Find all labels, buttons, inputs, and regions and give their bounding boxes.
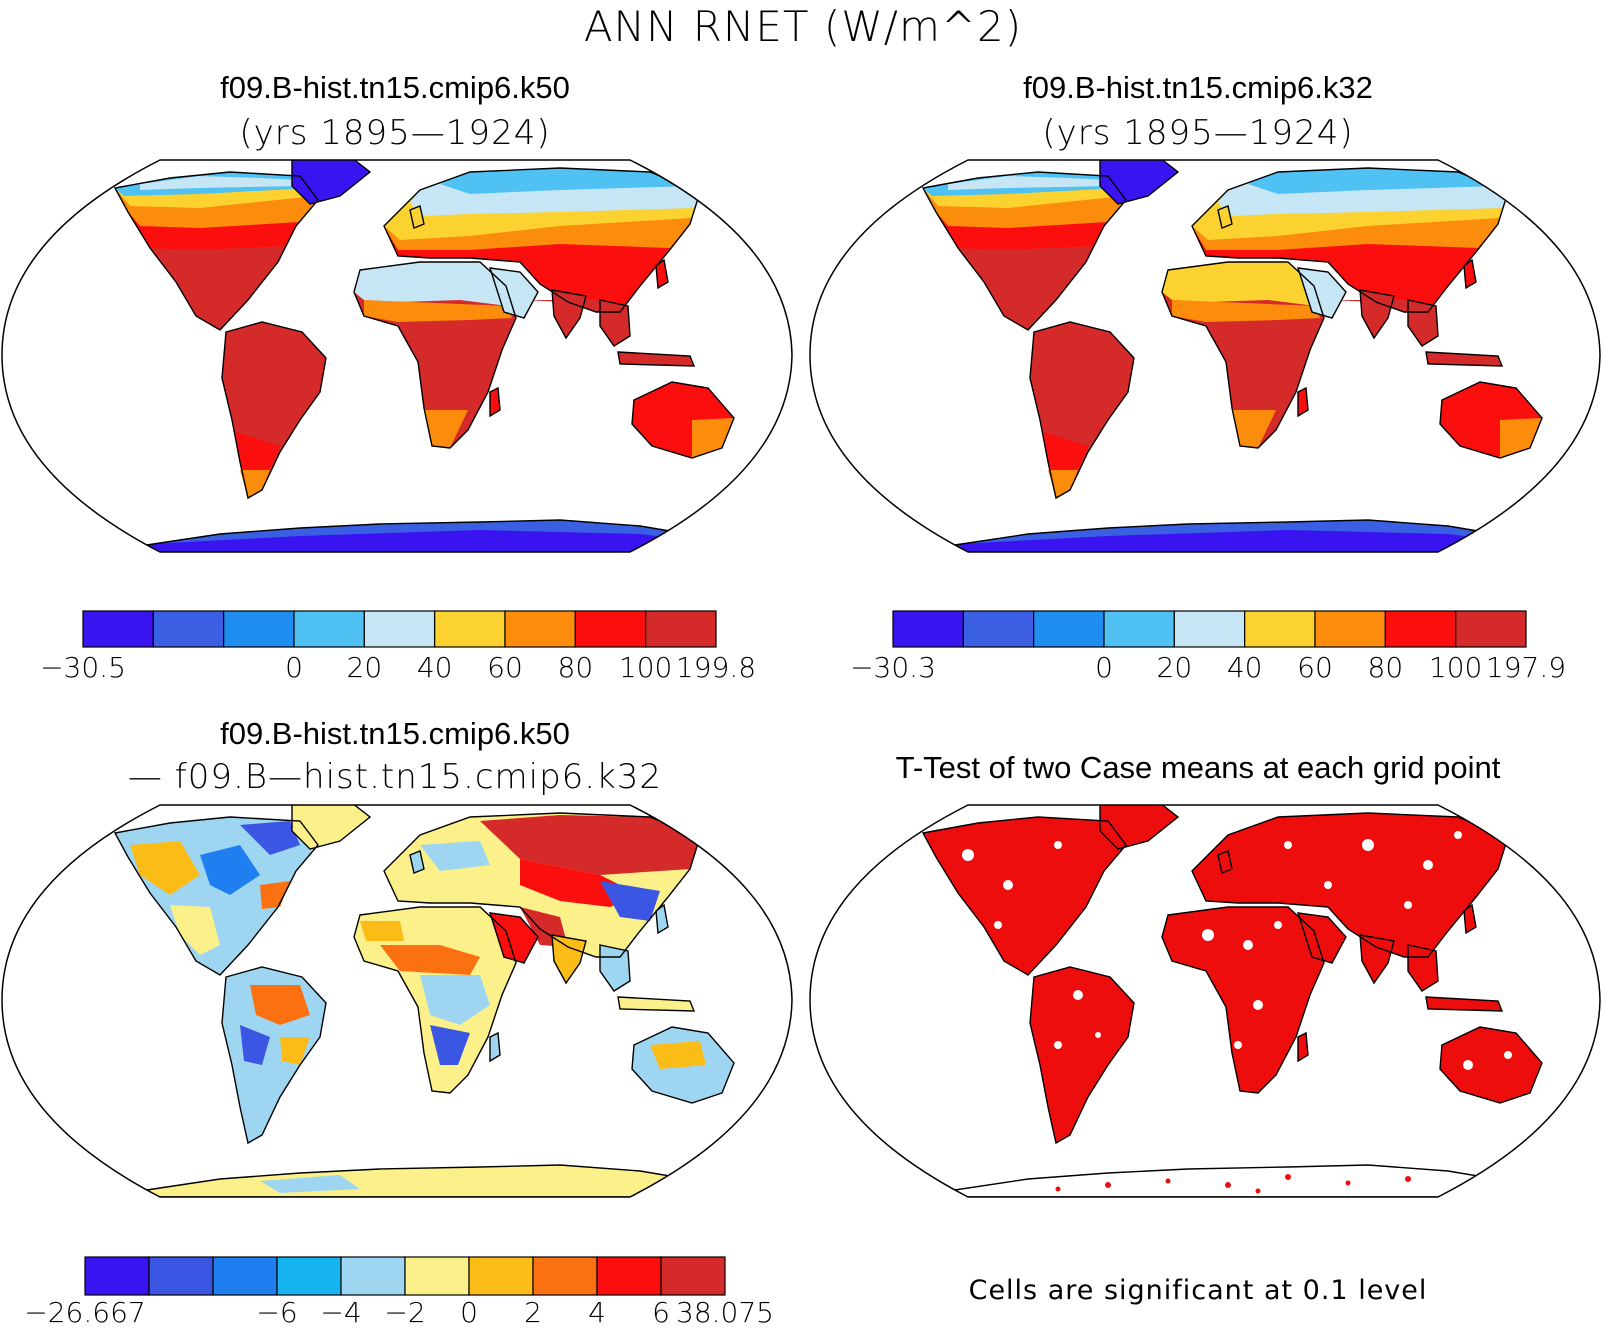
case1-map-frame [1,159,793,553]
case1-land [115,160,770,552]
colorbar-swatch [1033,610,1105,648]
colorbar-tick-label: −30.5 [40,651,126,684]
colorbar-swatch [596,1256,662,1296]
colorbar-swatch [340,1256,406,1296]
colorbar-tick-label: 80 [1367,651,1404,684]
case1-map [114,160,771,552]
colorbar-tick-label: 199.8 [675,651,757,684]
case1-title: f09.B-hist.tn15.cmip6.k50 [220,70,570,105]
colorbar-swatch [574,610,647,648]
colorbar-swatch [152,610,225,648]
ttest-note: Cells are significant at 0.1 level [968,1275,1428,1306]
diff-map-frame [1,804,793,1198]
colorbar-tick-label: 60 [1297,651,1333,684]
ttest-title: T-Test of two Case means at each grid po… [895,750,1501,785]
colorbar-tick-label: −26.667 [24,1296,146,1329]
colorbar-tick-label: 197.9 [1485,651,1567,684]
colorbar-tick-label: 40 [1226,651,1263,684]
colorbar-swatch [892,610,964,648]
colorbar-swatch [1173,610,1246,648]
case2-title: f09.B-hist.tn15.cmip6.k32 [1023,70,1373,105]
case2-years: (yrs 1895—1924) [1042,113,1354,153]
colorbar-swatch [84,1256,150,1296]
colorbar-tick-label: 2 [524,1296,542,1329]
colorbar-swatch [276,1256,342,1296]
ttest-map-frame [809,804,1601,1198]
colorbar-swatch [82,610,154,648]
colorbar-swatch [504,610,576,648]
colorbar-tick-label: 40 [416,651,453,684]
colorbar-swatch [645,610,717,648]
colorbar-tick-label: 0 [285,651,303,684]
case2-map [922,160,1579,552]
colorbar-swatch [223,610,295,648]
colorbar-tick-label: 0 [460,1296,478,1329]
colorbar-swatch [293,610,365,648]
colorbar-tick-label: 60 [487,651,523,684]
colorbar-swatch [434,610,506,648]
colorbar-swatch [1314,610,1386,648]
colorbar-tick-label: 100 [1428,651,1483,684]
colorbar-swatch [1384,610,1457,648]
colorbar-tick-label: 100 [618,651,673,684]
colorbar-tick-label: 4 [588,1296,606,1329]
diff-colorbar [84,1256,726,1296]
colorbar-tick-label: −2 [384,1296,426,1329]
case2-colorbar [892,610,1527,648]
colorbar-tick-label: 20 [1156,651,1193,684]
colorbar-swatch [404,1256,470,1296]
colorbar-tick-label: 0 [1095,651,1113,684]
colorbar-tick-label: 6 [652,1296,670,1329]
colorbar-swatch [962,610,1035,648]
diff-map [114,805,771,1197]
ttest-map [922,805,1579,1197]
colorbar-swatch [1244,610,1316,648]
colorbar-tick-label: 38.075 [676,1296,774,1329]
colorbar-tick-label: −6 [256,1296,298,1329]
colorbar-swatch [532,1256,598,1296]
colorbar-tick-label: 20 [346,651,383,684]
diff-title: f09.B-hist.tn15.cmip6.k50 [220,716,570,751]
case1-colorbar [82,610,717,648]
colorbar-tick-label: −4 [320,1296,362,1329]
colorbar-swatch [660,1256,726,1296]
colorbar-swatch [363,610,436,648]
colorbar-swatch [468,1256,534,1296]
case1-years: (yrs 1895—1924) [239,113,551,153]
colorbar-swatch [1103,610,1175,648]
colorbar-swatch [1455,610,1527,648]
case2-map-frame [809,159,1601,553]
colorbar-swatch [148,1256,214,1296]
figure-title: ANN RNET (W/m^2) [583,2,1023,51]
colorbar-tick-label: 80 [557,651,594,684]
diff-subtitle: — f09.B—hist.tn15.cmip6.k32 [127,757,663,797]
colorbar-tick-label: −30.3 [850,651,936,684]
colorbar-swatch [212,1256,278,1296]
